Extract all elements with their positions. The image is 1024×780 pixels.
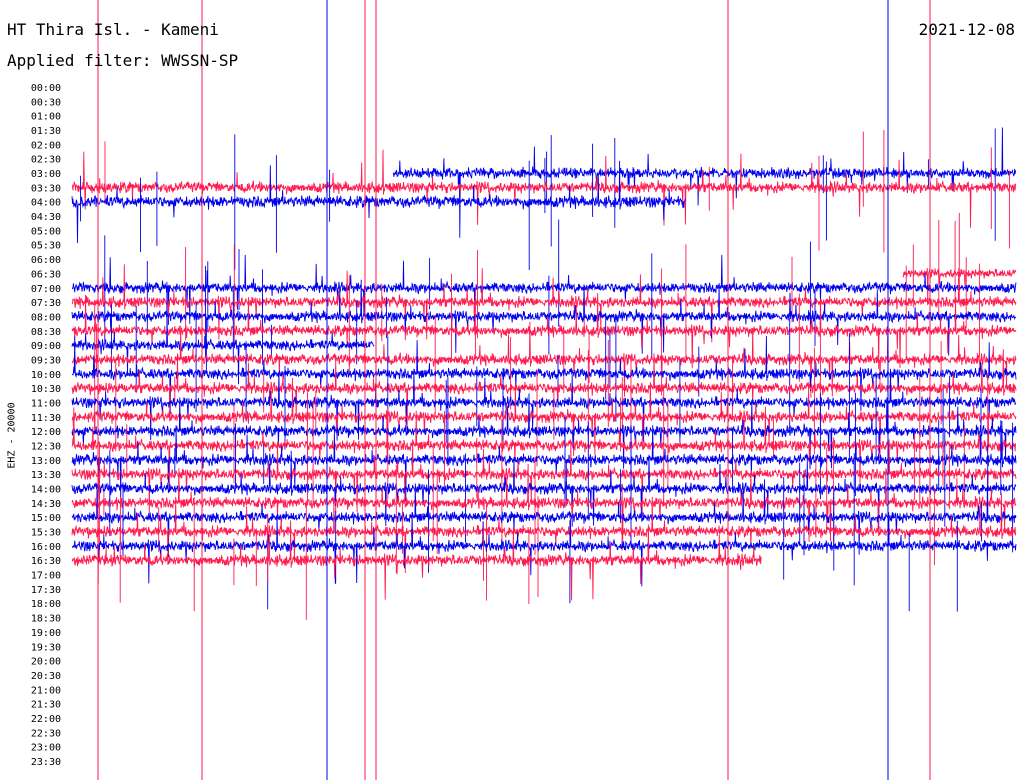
trace-1330	[71, 439, 1017, 516]
trace-1400	[71, 450, 1017, 529]
row-label-2100: 21:00	[31, 685, 61, 696]
row-label-1300: 13:00	[31, 456, 61, 467]
row-label-1600: 16:00	[31, 542, 61, 553]
row-label-0800: 08:00	[31, 312, 61, 323]
trace-1000	[71, 335, 1017, 415]
trace-0400	[71, 160, 686, 244]
row-label-2330: 23:30	[31, 757, 61, 768]
row-label-2130: 21:30	[31, 700, 61, 711]
trace-1200	[71, 393, 1017, 470]
trace-1530	[71, 492, 1017, 573]
row-label-1700: 17:00	[31, 571, 61, 582]
row-label-1030: 10:30	[31, 384, 61, 395]
row-label-1130: 11:30	[31, 413, 61, 424]
row-label-0200: 02:00	[31, 140, 61, 151]
row-label-0000: 00:00	[31, 83, 61, 94]
row-label-0900: 09:00	[31, 341, 61, 352]
trace-1230	[71, 406, 1017, 487]
row-label-0830: 08:30	[31, 327, 61, 338]
row-label-0630: 06:30	[31, 269, 61, 280]
row-label-2030: 20:30	[31, 671, 61, 682]
row-label-1430: 14:30	[31, 499, 61, 510]
trace-1630	[71, 520, 762, 601]
row-label-0930: 09:30	[31, 355, 61, 366]
row-label-0600: 06:00	[31, 255, 61, 266]
row-label-1800: 18:00	[31, 599, 61, 610]
row-label-1900: 19:00	[31, 628, 61, 639]
row-label-0130: 01:30	[31, 126, 61, 137]
row-label-0100: 01:00	[31, 112, 61, 123]
row-label-1000: 10:00	[31, 370, 61, 381]
trace-0900	[71, 318, 375, 385]
row-label-2230: 22:30	[31, 728, 61, 739]
trace-1030	[71, 349, 1017, 430]
row-label-0700: 07:00	[31, 284, 61, 295]
row-label-1830: 18:30	[31, 614, 61, 625]
row-label-0530: 05:30	[31, 241, 61, 252]
row-label-2000: 20:00	[31, 657, 61, 668]
row-label-0500: 05:00	[31, 226, 61, 237]
row-label-1330: 13:30	[31, 470, 61, 481]
row-label-1100: 11:00	[31, 398, 61, 409]
trace-1130	[71, 377, 1017, 459]
trace-0930	[71, 321, 1017, 398]
row-label-1530: 15:30	[31, 528, 61, 539]
row-label-1930: 19:30	[31, 642, 61, 653]
trace-1500	[71, 479, 1017, 558]
trace-1430	[71, 463, 1017, 543]
trace-0800	[71, 279, 1017, 356]
record-date: 2021-12-08	[918, 20, 1015, 39]
trace-0730	[71, 264, 1017, 343]
seismic-traces	[71, 0, 1017, 780]
row-label-1200: 12:00	[31, 427, 61, 438]
row-label-1730: 17:30	[31, 585, 61, 596]
trace-0300	[392, 127, 1017, 238]
trace-0330	[71, 149, 1017, 228]
row-label-1630: 16:30	[31, 556, 61, 567]
trace-0830	[71, 292, 1017, 369]
row-label-1400: 14:00	[31, 485, 61, 496]
row-label-0230: 02:30	[31, 155, 61, 166]
row-label-0730: 07:30	[31, 298, 61, 309]
time-row-labels: 00:00 00:30 01:00 01:30 02:00 02:30 03:00 03:30…	[31, 83, 61, 768]
trace-1600	[71, 512, 1017, 587]
row-label-0300: 03:00	[31, 169, 61, 180]
row-label-2200: 22:00	[31, 714, 61, 725]
filter-label: Applied filter: WWSSN-SP	[7, 51, 239, 70]
row-label-1230: 12:30	[31, 442, 61, 453]
trace-1300	[71, 420, 1017, 502]
station-title: HT Thira Isl. - Kameni	[7, 20, 219, 39]
row-label-2300: 23:00	[31, 743, 61, 754]
row-label-0430: 04:30	[31, 212, 61, 223]
row-label-0030: 00:30	[31, 97, 61, 108]
row-label-0330: 03:30	[31, 183, 61, 194]
y-axis-label: EHZ - 20000	[6, 402, 18, 469]
trace-1100	[71, 368, 1017, 443]
trace-0700	[71, 254, 1017, 327]
row-label-1500: 15:00	[31, 513, 61, 524]
row-label-0400: 04:00	[31, 198, 61, 209]
